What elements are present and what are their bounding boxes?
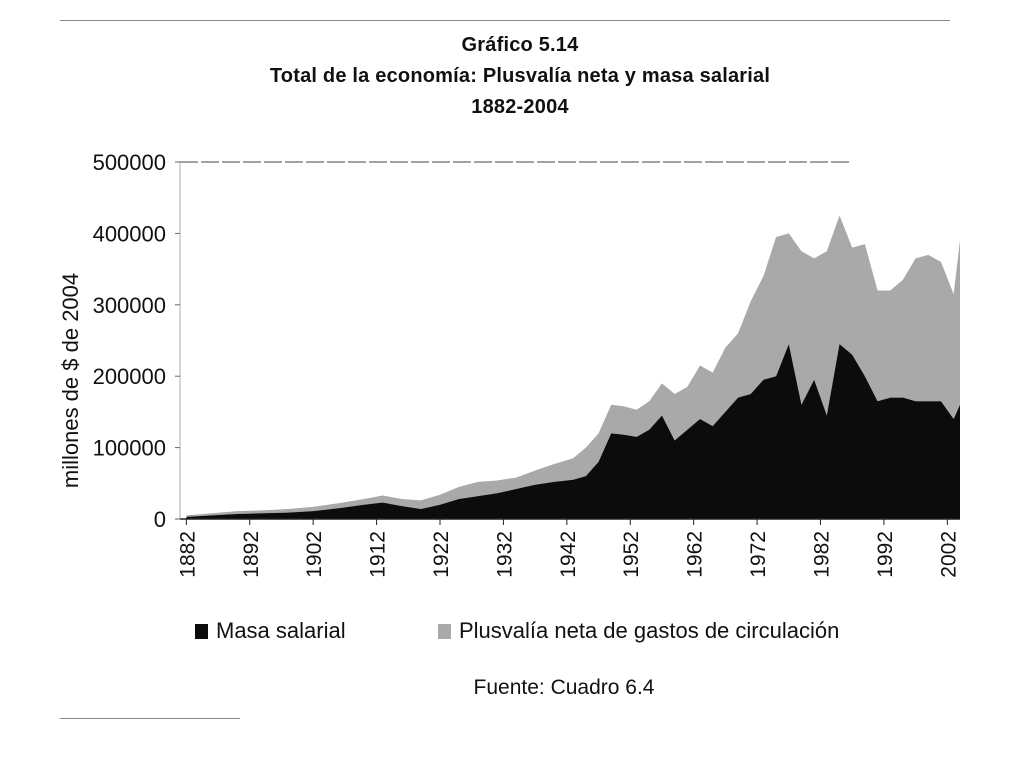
y-tick-label: 500000 <box>93 150 166 175</box>
area-plusvalia-neta <box>186 215 961 517</box>
chart-source-note: Fuente: Cuadro 6.4 <box>473 676 655 699</box>
legend-item-plusvalia: Plusvalía neta de gastos de circulación <box>438 618 839 644</box>
y-tick-label: 100000 <box>93 436 166 461</box>
y-axis-label: millones de $ de 2004 <box>58 273 83 488</box>
top-divider <box>60 20 950 21</box>
x-axis-ticks: 1882 1892 1902 1912 1922 1932 1942 1952 1962 1972… <box>176 519 960 578</box>
x-tick-label: 1902 <box>303 531 326 578</box>
legend-label-masa-salarial: Masa salarial <box>216 618 346 643</box>
chart-title-block: Gráfico 5.14 Total de la economía: Plusv… <box>0 30 1024 123</box>
x-tick-label: 1992 <box>874 531 897 578</box>
x-tick-label: 1932 <box>493 531 516 578</box>
legend-label-plusvalia: Plusvalía neta de gastos de circulación <box>459 618 840 643</box>
y-tick-label: 200000 <box>93 364 166 389</box>
x-tick-label: 1882 <box>176 531 199 578</box>
x-tick-label: 1942 <box>557 531 580 578</box>
y-axis-ticks: 0 100000 200000 300000 400000 500000 <box>93 150 180 532</box>
x-tick-label: 1982 <box>810 531 833 578</box>
y-tick-label: 400000 <box>93 221 166 246</box>
area-masa-salarial <box>186 344 961 519</box>
chart-title: Gráfico 5.14 <box>461 34 579 56</box>
x-tick-label: 2002 <box>937 531 960 578</box>
x-tick-label: 1922 <box>430 531 453 578</box>
x-tick-label: 1962 <box>684 531 707 578</box>
x-tick-label: 1912 <box>367 531 390 578</box>
x-tick-label: 1892 <box>240 531 263 578</box>
plot-areas <box>186 215 961 519</box>
x-tick-label: 1972 <box>747 531 770 578</box>
y-tick-label: 300000 <box>93 293 166 318</box>
legend-item-masa-salarial: Masa salarial <box>195 618 346 644</box>
chart-period: 1882-2004 <box>471 96 569 118</box>
legend-swatch-dark <box>195 623 208 639</box>
x-tick-label: 1952 <box>620 531 643 578</box>
legend-swatch-grey <box>438 623 451 639</box>
chart-subtitle: Total de la economía: Plusvalía neta y m… <box>269 65 771 87</box>
bottom-divider <box>60 718 240 719</box>
y-tick-label: 0 <box>154 507 166 532</box>
